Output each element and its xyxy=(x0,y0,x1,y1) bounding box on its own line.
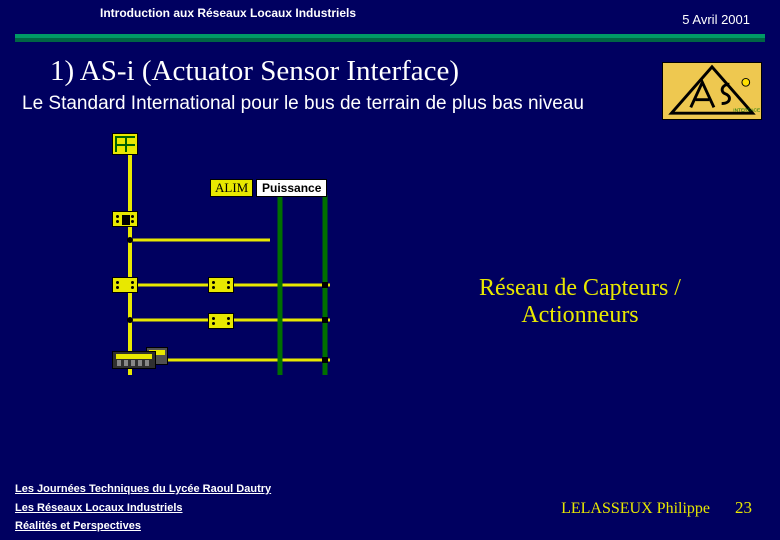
footer-line3: Réalités et Perspectives xyxy=(15,517,765,536)
alim-label: ALIM xyxy=(210,179,253,197)
node-slave-2 xyxy=(112,277,138,293)
node-master xyxy=(112,133,138,155)
author: LELASSEUX Philippe xyxy=(561,500,710,518)
node-slave-3 xyxy=(208,277,234,293)
node-multi-front xyxy=(112,351,156,369)
body-text: Réseau de Capteurs / Actionneurs xyxy=(430,275,730,329)
node-slave-1 xyxy=(112,211,138,227)
slide-header: Introduction aux Réseaux Locaux Industri… xyxy=(100,6,750,27)
bus-diagram: ALIM Puissance xyxy=(100,125,360,405)
footer-line1: Les Journées Techniques du Lycée Raoul D… xyxy=(15,480,765,499)
logo-interface-text: INTERFACE xyxy=(733,107,760,113)
slide-subtitle: Le Standard International pour le bus de… xyxy=(22,93,584,115)
header-title: Introduction aux Réseaux Locaux Industri… xyxy=(100,6,356,27)
header-date: 5 Avril 2001 xyxy=(682,12,750,27)
page-number: 23 xyxy=(735,498,752,518)
slide-title: 1) AS-i (Actuator Sensor Interface) xyxy=(50,55,459,88)
node-slave-4 xyxy=(208,313,234,329)
asi-logo: INTERFACE xyxy=(662,62,762,120)
puissance-label: Puissance xyxy=(256,179,327,197)
header-rule xyxy=(15,34,765,38)
